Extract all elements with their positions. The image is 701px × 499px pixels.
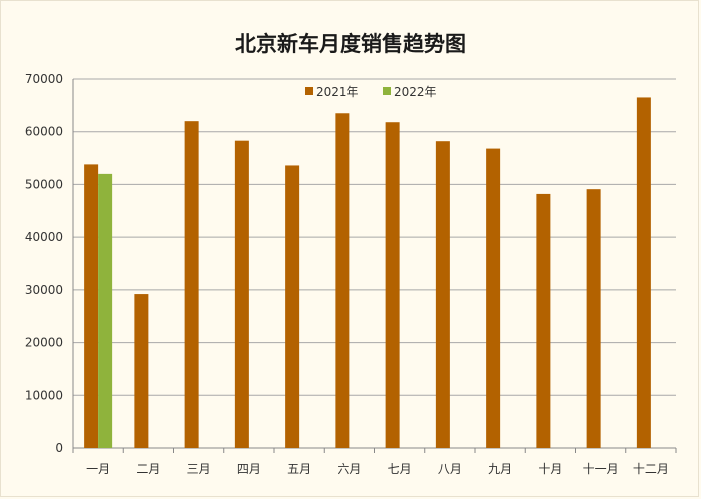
bar-2021-7: [385, 122, 400, 449]
x-tick-label: 九月: [488, 462, 512, 476]
bar-2021-11: [586, 189, 601, 448]
y-tick-label: 20000: [25, 336, 63, 350]
x-tick-label: 十一月: [583, 462, 619, 476]
chart-title: 北京新车月度销售趋势图: [235, 32, 466, 56]
legend-swatch: [383, 87, 391, 95]
bar-2021-10: [536, 193, 551, 448]
gridlines: [72, 78, 676, 449]
y-tick-label: 30000: [25, 283, 63, 297]
legend-swatch: [305, 87, 313, 95]
legend: 2021年 2022年: [305, 85, 437, 99]
x-tick-label: 八月: [438, 462, 462, 476]
bar-2021-5: [285, 165, 300, 449]
bar-2021-3: [184, 121, 199, 449]
bar-2021-8: [435, 141, 450, 448]
bar-2021-1: [84, 164, 99, 448]
x-tick-label: 四月: [237, 462, 261, 476]
y-tick-label: 60000: [25, 125, 63, 139]
bars: [84, 97, 651, 449]
x-tick-label: 三月: [187, 462, 211, 476]
bar-2021-6: [335, 113, 350, 448]
x-axis-ticks: 一月 二月 三月 四月 五月 六月 七月 八月 九月 十月 十一月 十二月: [72, 448, 677, 476]
bar-2021-9: [486, 148, 501, 448]
x-tick-label: 五月: [287, 462, 311, 476]
y-tick-label: 40000: [25, 230, 63, 244]
bar-2021-12: [636, 97, 651, 448]
x-tick-label: 七月: [388, 462, 412, 476]
x-tick-label: 一月: [86, 462, 110, 476]
legend-label: 2021年: [316, 85, 359, 99]
bar-2022-1: [98, 173, 113, 448]
y-tick-label: 0: [55, 441, 63, 455]
y-tick-label: 70000: [25, 72, 63, 86]
x-tick-label: 六月: [337, 462, 361, 476]
x-tick-label: 二月: [136, 462, 160, 476]
bar-2021-2: [134, 294, 149, 448]
y-axis-ticks: 0 10000 20000 30000 40000 50000 60000 70000: [25, 72, 63, 455]
y-tick-label: 50000: [25, 177, 63, 191]
bar-2021-4: [234, 140, 249, 448]
x-tick-label: 十二月: [633, 462, 669, 476]
legend-label: 2022年: [394, 85, 437, 99]
x-tick-label: 十月: [538, 462, 562, 476]
y-tick-label: 10000: [25, 388, 63, 402]
